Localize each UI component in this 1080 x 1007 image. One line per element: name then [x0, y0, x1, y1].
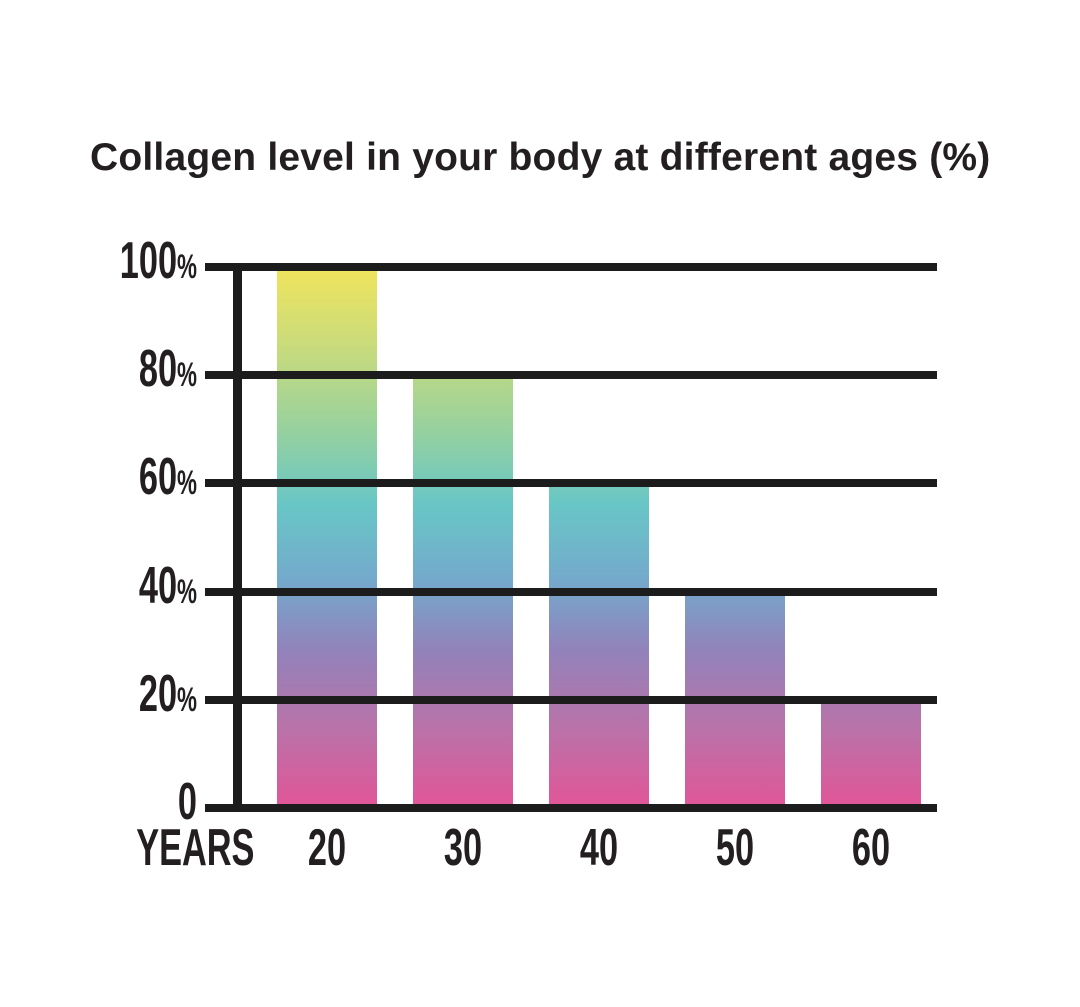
- y-tick-label-40pct: 40%: [138, 556, 197, 615]
- x-tick-label-30: 30: [443, 819, 483, 877]
- y-tick-label-60pct: 60%: [138, 448, 197, 507]
- gridline-60: [205, 479, 937, 488]
- gridline-100: [205, 263, 937, 271]
- percent-sign: %: [177, 680, 197, 719]
- x-tick-label-50: 50: [715, 819, 755, 877]
- gridline-80: [205, 371, 937, 380]
- bar-age-20: [277, 267, 377, 808]
- gridline-0: [205, 804, 937, 812]
- bar-age-60: [821, 699, 921, 808]
- percent-sign: %: [177, 464, 197, 503]
- gridline-20: [205, 695, 937, 704]
- y-tick-label-0: 0: [177, 773, 197, 831]
- x-tick-label-60: 60: [851, 819, 891, 877]
- plot-area: 100% 80% 60% 40% 20% 0 20 30 40 50 60 YEARS: [120, 235, 937, 874]
- y-tick-label-100pct: 100%: [119, 232, 197, 290]
- y-tick-label-20pct: 20%: [138, 664, 197, 723]
- x-tick-label-20: 20: [307, 819, 347, 877]
- y-tick-label-80pct: 80%: [138, 340, 197, 399]
- chart-title: Collagen level in your body at different…: [90, 136, 991, 179]
- percent-sign: %: [177, 356, 197, 395]
- bar-age-40: [549, 483, 649, 808]
- percent-sign: %: [177, 572, 197, 611]
- y-axis-line: [233, 263, 242, 812]
- percent-sign: %: [177, 248, 197, 286]
- gridline-40: [205, 587, 937, 596]
- x-axis-caption-years: YEARS: [136, 819, 255, 877]
- x-tick-label-40: 40: [579, 819, 619, 877]
